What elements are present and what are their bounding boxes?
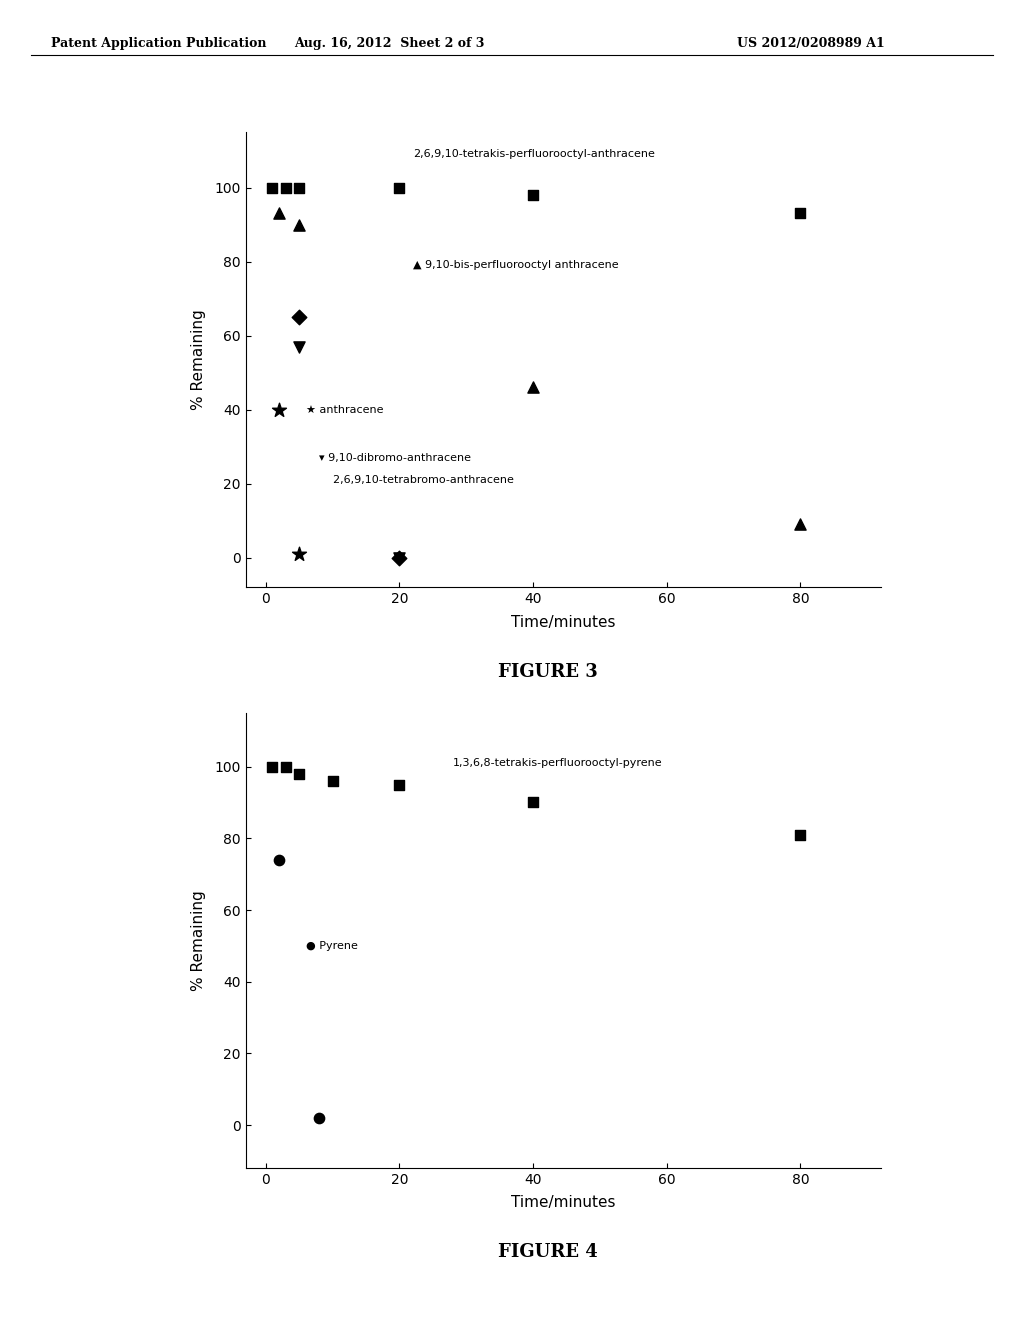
Point — [793, 824, 809, 845]
Point — [264, 756, 281, 777]
Point — [391, 177, 408, 198]
Point — [291, 337, 307, 358]
Text: ★ anthracene: ★ anthracene — [306, 405, 383, 414]
Text: FIGURE 4: FIGURE 4 — [498, 1243, 598, 1262]
Point — [291, 306, 307, 327]
Text: 2,6,9,10-tetrakis-perfluorooctyl-anthracene: 2,6,9,10-tetrakis-perfluorooctyl-anthrac… — [413, 149, 654, 160]
Point — [291, 177, 307, 198]
Point — [325, 771, 341, 792]
Text: FIGURE 3: FIGURE 3 — [498, 663, 598, 681]
Y-axis label: % Remaining: % Remaining — [191, 309, 206, 411]
Point — [391, 548, 408, 569]
Text: US 2012/0208989 A1: US 2012/0208989 A1 — [737, 37, 885, 50]
Point — [525, 378, 542, 399]
X-axis label: Time/minutes: Time/minutes — [511, 1196, 615, 1210]
Text: Aug. 16, 2012  Sheet 2 of 3: Aug. 16, 2012 Sheet 2 of 3 — [294, 37, 484, 50]
Point — [291, 544, 307, 565]
Point — [391, 548, 408, 569]
Point — [391, 774, 408, 795]
Y-axis label: % Remaining: % Remaining — [191, 890, 206, 991]
Point — [278, 756, 294, 777]
Text: 2,6,9,10-tetrabromo-anthracene: 2,6,9,10-tetrabromo-anthracene — [319, 475, 514, 484]
Text: Patent Application Publication: Patent Application Publication — [51, 37, 266, 50]
Point — [525, 185, 542, 206]
Point — [291, 214, 307, 235]
Point — [793, 203, 809, 224]
Point — [271, 203, 288, 224]
Point — [793, 513, 809, 535]
Point — [311, 1107, 328, 1129]
X-axis label: Time/minutes: Time/minutes — [511, 615, 615, 630]
Text: ▾ 9,10-dibromo-anthracene: ▾ 9,10-dibromo-anthracene — [319, 453, 471, 463]
Point — [525, 792, 542, 813]
Point — [291, 763, 307, 784]
Point — [271, 849, 288, 870]
Point — [264, 177, 281, 198]
Text: ● Pyrene: ● Pyrene — [306, 941, 357, 950]
Point — [271, 399, 288, 420]
Text: 1,3,6,8-tetrakis-perfluorooctyl-pyrene: 1,3,6,8-tetrakis-perfluorooctyl-pyrene — [453, 758, 663, 768]
Text: ▲ 9,10-bis-perfluorooctyl anthracene: ▲ 9,10-bis-perfluorooctyl anthracene — [413, 260, 618, 271]
Point — [278, 177, 294, 198]
